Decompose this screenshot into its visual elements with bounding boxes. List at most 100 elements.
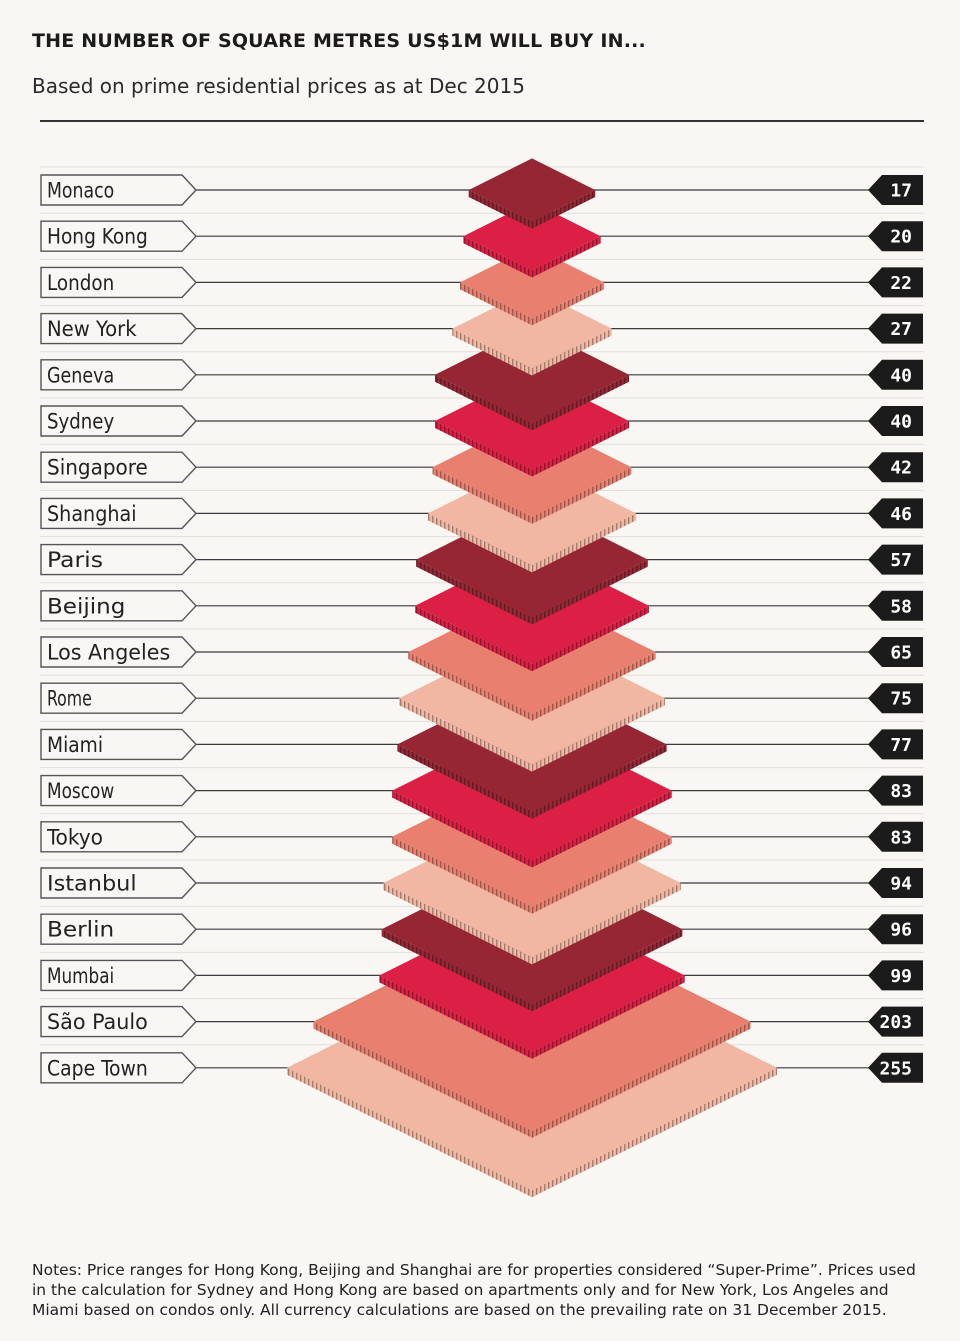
pyramid-chart: Monaco Hong Kong London New York Geneva Sydne… <box>40 120 924 1198</box>
value-text: 65 <box>890 643 912 664</box>
diamond-monaco <box>468 158 596 229</box>
value-shanghai: 46 <box>868 498 923 529</box>
label-box <box>40 174 197 206</box>
label-box <box>40 220 197 252</box>
value-text: 40 <box>890 412 912 433</box>
label-box <box>40 636 197 668</box>
label-box <box>40 405 197 437</box>
value-box <box>868 267 923 298</box>
value-text: 99 <box>890 966 912 987</box>
city-name: Tokyo <box>46 825 103 849</box>
value-sao-paulo: 203 <box>868 1006 923 1037</box>
value-box <box>868 544 923 575</box>
value-text: 42 <box>890 458 912 479</box>
label-box <box>40 913 197 945</box>
value-hong-kong: 20 <box>868 221 923 252</box>
value-text: 20 <box>890 227 912 248</box>
value-cape-town: 255 <box>868 1052 923 1083</box>
value-box <box>868 960 923 991</box>
value-text: 58 <box>890 596 912 617</box>
value-text: 83 <box>890 781 912 802</box>
label-monaco: Monaco <box>40 174 197 206</box>
label-beijing: Beijing <box>40 590 197 622</box>
chart-subtitle: Based on prime residential prices as at … <box>32 74 525 98</box>
city-name: Los Angeles <box>47 641 170 665</box>
label-new-york: New York <box>40 312 197 345</box>
diamond-hong-kong <box>463 201 601 278</box>
value-box <box>868 175 923 205</box>
city-name: Monaco <box>47 179 114 203</box>
label-mumbai: Mumbai <box>40 959 197 992</box>
value-box <box>868 590 923 621</box>
label-singapore: Singapore <box>40 451 197 483</box>
value-sydney: 40 <box>868 406 923 436</box>
label-tokyo: Tokyo <box>40 821 197 853</box>
value-box <box>868 452 923 483</box>
label-moscow: Moscow <box>40 774 197 807</box>
city-name: Singapore <box>47 456 148 480</box>
city-name: Shanghai <box>47 502 137 526</box>
label-shanghai: Shanghai <box>40 497 197 530</box>
diamond-top <box>452 288 612 369</box>
value-box <box>868 359 923 390</box>
value-moscow: 83 <box>868 775 923 806</box>
value-text: 27 <box>890 319 912 340</box>
city-name: Moscow <box>47 779 114 803</box>
diamond-london <box>460 246 604 326</box>
diamond-top <box>463 201 601 271</box>
value-text: 83 <box>890 827 912 848</box>
city-name: Cape Town <box>47 1056 148 1080</box>
value-text: 203 <box>879 1012 912 1033</box>
city-labels: Monaco Hong Kong London New York Geneva Sydne… <box>40 174 197 1084</box>
value-london: 22 <box>868 267 923 298</box>
label-box <box>40 266 197 299</box>
value-los-angeles: 65 <box>868 637 923 667</box>
value-text: 96 <box>890 920 912 941</box>
value-box <box>868 221 923 252</box>
city-name: Miami <box>47 733 103 757</box>
label-box <box>40 312 197 345</box>
value-berlin: 96 <box>868 914 923 945</box>
city-name: Paris <box>47 548 103 572</box>
label-box <box>40 821 197 853</box>
value-mumbai: 99 <box>868 960 923 991</box>
city-name: London <box>47 271 114 295</box>
label-box <box>40 1052 197 1084</box>
value-new-york: 27 <box>868 313 923 344</box>
value-text: 57 <box>890 550 912 571</box>
value-box <box>868 914 923 945</box>
label-hong-kong: Hong Kong <box>40 220 197 252</box>
value-text: 17 <box>890 181 912 202</box>
value-text: 75 <box>890 689 912 710</box>
value-box <box>868 1006 923 1037</box>
label-istanbul: Istanbul <box>40 867 197 899</box>
label-box <box>40 451 197 483</box>
value-text: 40 <box>890 365 912 386</box>
value-paris: 57 <box>868 544 923 575</box>
label-box <box>40 590 197 622</box>
value-monaco: 17 <box>868 175 923 205</box>
value-box <box>868 1052 923 1083</box>
city-name: New York <box>47 317 137 341</box>
label-los-angeles: Los Angeles <box>40 636 197 668</box>
label-sydney: Sydney <box>40 405 197 437</box>
value-text: 22 <box>890 273 912 294</box>
diamond-side-texture <box>468 190 596 229</box>
label-cape-town: Cape Town <box>40 1052 197 1084</box>
city-name: São Paulo <box>47 1010 148 1034</box>
diamond-top <box>468 158 596 222</box>
value-text: 255 <box>879 1058 912 1079</box>
diamond-stack <box>287 158 777 1198</box>
value-box <box>868 498 923 529</box>
value-text: 94 <box>890 874 912 895</box>
city-name: Rome <box>47 687 92 711</box>
label-box <box>40 359 197 391</box>
footnotes: Notes: Price ranges for Hong Kong, Beiji… <box>32 1261 916 1319</box>
label-box <box>40 682 197 714</box>
city-name: Istanbul <box>47 872 137 896</box>
label-berlin: Berlin <box>40 913 197 945</box>
city-name: Berlin <box>47 918 114 942</box>
value-labels: 17 20 22 27 40 40 42 46 57 58 65 75 77 83 83 94 96 99 203 2… <box>868 175 923 1083</box>
city-name: Beijing <box>47 594 125 618</box>
value-rome: 75 <box>868 683 923 714</box>
